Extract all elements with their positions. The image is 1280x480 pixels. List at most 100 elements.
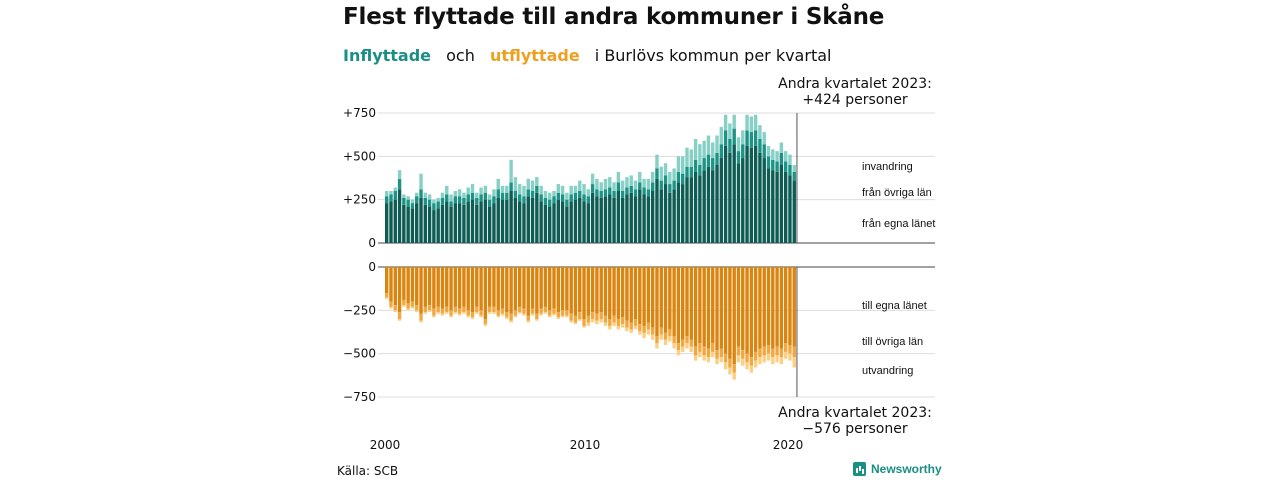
bar-in-0 [406,206,410,243]
bar-in-2 [475,192,479,198]
bar-in-0 [389,201,393,243]
bar-in-0 [646,196,651,243]
bar-in-1 [693,159,698,172]
bar-out-1 [539,308,543,314]
bar-in-2 [479,187,483,195]
bar-in-0 [419,197,423,243]
bar-in-0 [728,152,732,243]
bar-in-2 [646,178,651,190]
bar-in-1 [410,203,415,209]
brand-logo[interactable]: Newsworthy [853,462,942,476]
bar-out-2 [578,319,582,321]
bar-out-0 [625,267,629,321]
bar-in-1 [500,192,505,200]
bar-out-2 [732,372,736,380]
bar-in-2 [423,192,428,198]
bar-in-1 [616,182,621,191]
bar-in-1 [389,194,393,202]
bar-in-2 [415,192,419,197]
bar-out-2 [711,351,715,358]
bar-out-2 [586,322,591,326]
bar-in-1 [711,158,715,171]
bar-in-1 [513,191,518,198]
bar-in-2 [693,139,698,160]
bar-out-2 [612,322,616,326]
bar-out-2 [487,312,492,314]
bar-out-1 [625,320,629,328]
bar-out-2 [663,339,668,345]
bar-in-2 [470,184,475,193]
bar-in-1 [741,144,745,159]
bar-out-1 [599,312,603,319]
legend-in-label: från övriga län [862,187,932,199]
bar-in-0 [397,189,402,243]
bar-in-0 [487,206,492,243]
bar-in-0 [659,189,663,243]
bar-in-1 [745,130,749,146]
bar-out-2 [415,310,419,313]
bar-in-1 [642,187,646,195]
bar-out-1 [466,310,470,316]
bar-in-1 [766,156,771,169]
bar-out-0 [745,267,749,354]
bar-in-0 [698,175,702,243]
bar-in-1 [457,196,462,204]
bar-in-2 [749,116,754,133]
bar-out-0 [590,267,595,313]
bar-out-1 [732,364,736,373]
bar-out-0 [475,267,479,307]
bar-out-1 [663,332,668,340]
bar-in-1 [385,196,389,204]
bar-out-1 [483,319,488,325]
bar-out-1 [616,319,621,326]
bar-out-2 [779,357,784,365]
bar-in-1 [487,199,492,207]
bar-in-2 [732,114,736,129]
bar-in-0 [788,175,792,243]
bar-in-0 [530,197,535,243]
bar-in-0 [689,177,693,243]
bar-in-0 [753,145,758,243]
bar-out-0 [706,267,711,349]
bar-in-2 [616,171,621,183]
bar-in-0 [573,199,578,243]
bar-in-2 [779,142,784,153]
bar-in-2 [741,130,745,145]
bar-out-0 [509,267,513,314]
bar-out-0 [719,267,724,349]
bar-in-1 [681,173,685,185]
chart-title: Flest flyttade till andra kommuner i Skå… [343,4,885,30]
bar-in-1 [582,194,586,202]
bar-in-0 [432,210,436,243]
bar-in-0 [612,197,616,243]
bar-out-2 [715,358,719,365]
bar-out-0 [548,267,552,311]
bar-in-2 [509,159,513,183]
bar-out-1 [612,315,616,323]
bar-in-1 [483,192,488,200]
bar-in-2 [775,151,779,162]
bar-in-2 [569,185,573,195]
bar-out-0 [526,267,530,316]
bar-out-2 [788,353,792,361]
bar-in-0 [706,166,711,243]
bar-in-2 [517,184,522,195]
bar-out-2 [393,310,397,313]
bar-out-0 [762,267,766,347]
bar-out-2 [517,312,522,314]
bar-out-0 [655,267,659,337]
bar-out-1 [603,315,608,323]
bar-out-2 [646,329,651,335]
bar-out-0 [646,267,651,323]
subtitle-in-label: Inflyttade [343,46,432,65]
bar-in-2 [543,191,548,198]
bar-in-2 [668,171,672,185]
bar-out-0 [702,267,706,347]
bar-in-2 [753,114,758,131]
bar-out-1 [668,329,672,337]
annotation-bottom: Andra kvartalet 2023: [778,405,932,421]
bar-out-2 [766,353,771,361]
bar-in-1 [728,139,732,153]
bar-in-2 [530,180,535,191]
bar-in-2 [487,194,492,200]
